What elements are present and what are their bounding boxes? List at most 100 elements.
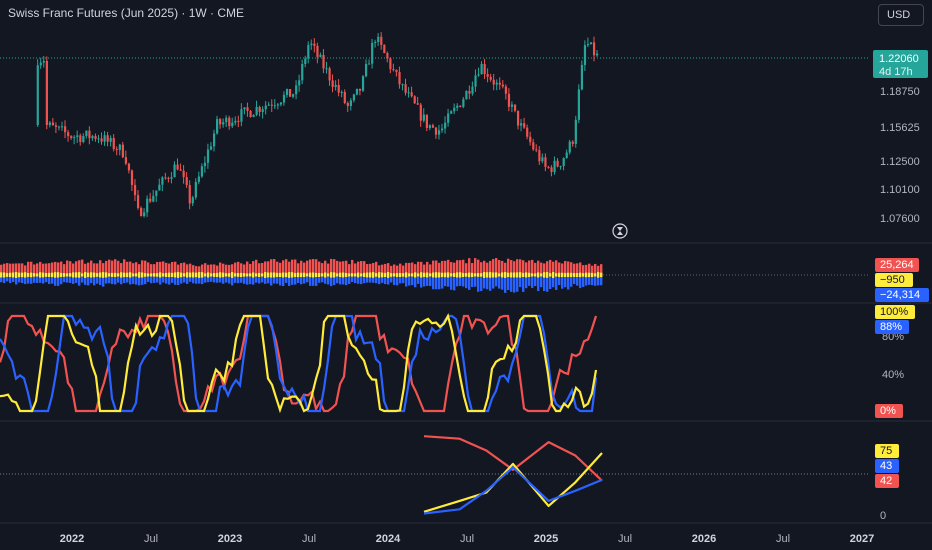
histogram-bar <box>375 261 378 284</box>
index-pane[interactable] <box>423 435 603 515</box>
x-tick-label: 2027 <box>850 533 874 545</box>
histogram-bar <box>39 261 42 283</box>
histogram-bar <box>534 262 537 287</box>
svg-text:42: 42 <box>880 475 892 487</box>
histogram-bar <box>180 263 183 284</box>
svg-text:43: 43 <box>880 460 892 472</box>
histogram-bar <box>291 259 294 285</box>
chart-title: Swiss Franc Futures (Jun 2025) · 1W · CM… <box>8 6 245 20</box>
histogram-bar <box>102 263 105 287</box>
candle <box>216 115 219 135</box>
histogram-bar <box>174 261 177 285</box>
histogram-bar <box>543 263 546 292</box>
histogram-bar <box>564 260 567 288</box>
histogram-bar <box>300 260 303 285</box>
candle <box>589 42 593 45</box>
candle <box>42 55 45 68</box>
candle <box>176 158 179 171</box>
histogram-bar <box>351 259 354 283</box>
candle <box>352 93 356 103</box>
candle <box>526 124 529 140</box>
svg-text:88%: 88% <box>880 321 902 333</box>
histogram-bar <box>90 260 93 284</box>
candle <box>219 117 222 129</box>
candle <box>109 135 112 147</box>
histogram-bar <box>594 263 597 286</box>
histogram-bar <box>261 262 264 283</box>
candle <box>307 41 310 64</box>
candle <box>285 88 289 98</box>
positioning-pane[interactable] <box>0 258 603 293</box>
candle <box>115 146 118 156</box>
candle <box>209 142 213 151</box>
index-blue-line <box>423 466 603 515</box>
histogram-bar <box>309 259 312 286</box>
histogram-bar <box>138 264 141 286</box>
candle <box>73 135 76 145</box>
histogram-bar <box>270 259 273 286</box>
candle <box>541 153 544 164</box>
candle <box>140 206 143 217</box>
candle <box>389 57 392 74</box>
candle <box>413 95 416 105</box>
histogram-bar <box>84 263 87 285</box>
candle <box>535 144 538 153</box>
histogram-bar <box>177 264 180 285</box>
histogram-bar <box>486 262 489 290</box>
histogram-bar <box>114 259 117 285</box>
candle <box>480 61 483 75</box>
candle <box>520 119 523 132</box>
histogram-bar <box>18 263 21 283</box>
candle <box>592 36 596 62</box>
histogram-bar <box>66 260 69 283</box>
histogram-bar <box>63 264 66 283</box>
histogram-bar <box>528 260 531 286</box>
price-pane[interactable] <box>36 32 599 218</box>
candle <box>516 110 520 130</box>
histogram-bar <box>444 260 447 287</box>
candle <box>495 79 498 91</box>
histogram-bar <box>495 258 498 287</box>
histogram-bar <box>192 265 195 284</box>
histogram-bar <box>342 261 345 285</box>
histogram-bar <box>513 261 516 293</box>
candle <box>237 115 240 128</box>
histogram-bar <box>498 260 501 289</box>
histogram-bar <box>378 265 381 285</box>
candle <box>51 117 55 126</box>
histogram-bar <box>171 261 174 283</box>
price-tick-label: 1.07600 <box>880 213 920 225</box>
histogram-bar <box>120 263 123 285</box>
candle <box>465 90 468 100</box>
histogram-bar <box>252 261 255 285</box>
candle <box>437 124 441 140</box>
candle <box>492 73 495 91</box>
oscillator-pane[interactable] <box>0 312 598 414</box>
histogram-bar <box>279 262 282 286</box>
histogram-bar <box>81 259 84 283</box>
histogram-bar <box>3 263 6 284</box>
histogram-bar <box>303 262 306 284</box>
histogram-bar <box>249 263 252 285</box>
candle <box>550 165 553 177</box>
candle <box>596 50 599 57</box>
histogram-bar <box>393 264 396 286</box>
candle <box>243 107 246 115</box>
histogram-bar <box>360 261 363 285</box>
candle <box>574 115 577 148</box>
candle <box>273 99 276 109</box>
candle <box>197 171 200 185</box>
currency-button[interactable]: USD <box>878 4 924 26</box>
histogram-bar <box>156 261 159 283</box>
candle <box>39 57 42 69</box>
candle <box>70 135 73 140</box>
histogram-bar <box>510 260 513 292</box>
histogram-bar <box>12 263 15 283</box>
candle <box>471 81 474 96</box>
index-red-value: 42 <box>875 474 899 488</box>
candle <box>60 121 64 131</box>
candle <box>252 114 255 118</box>
histogram-bar <box>438 262 441 290</box>
histogram-bar <box>597 265 600 286</box>
